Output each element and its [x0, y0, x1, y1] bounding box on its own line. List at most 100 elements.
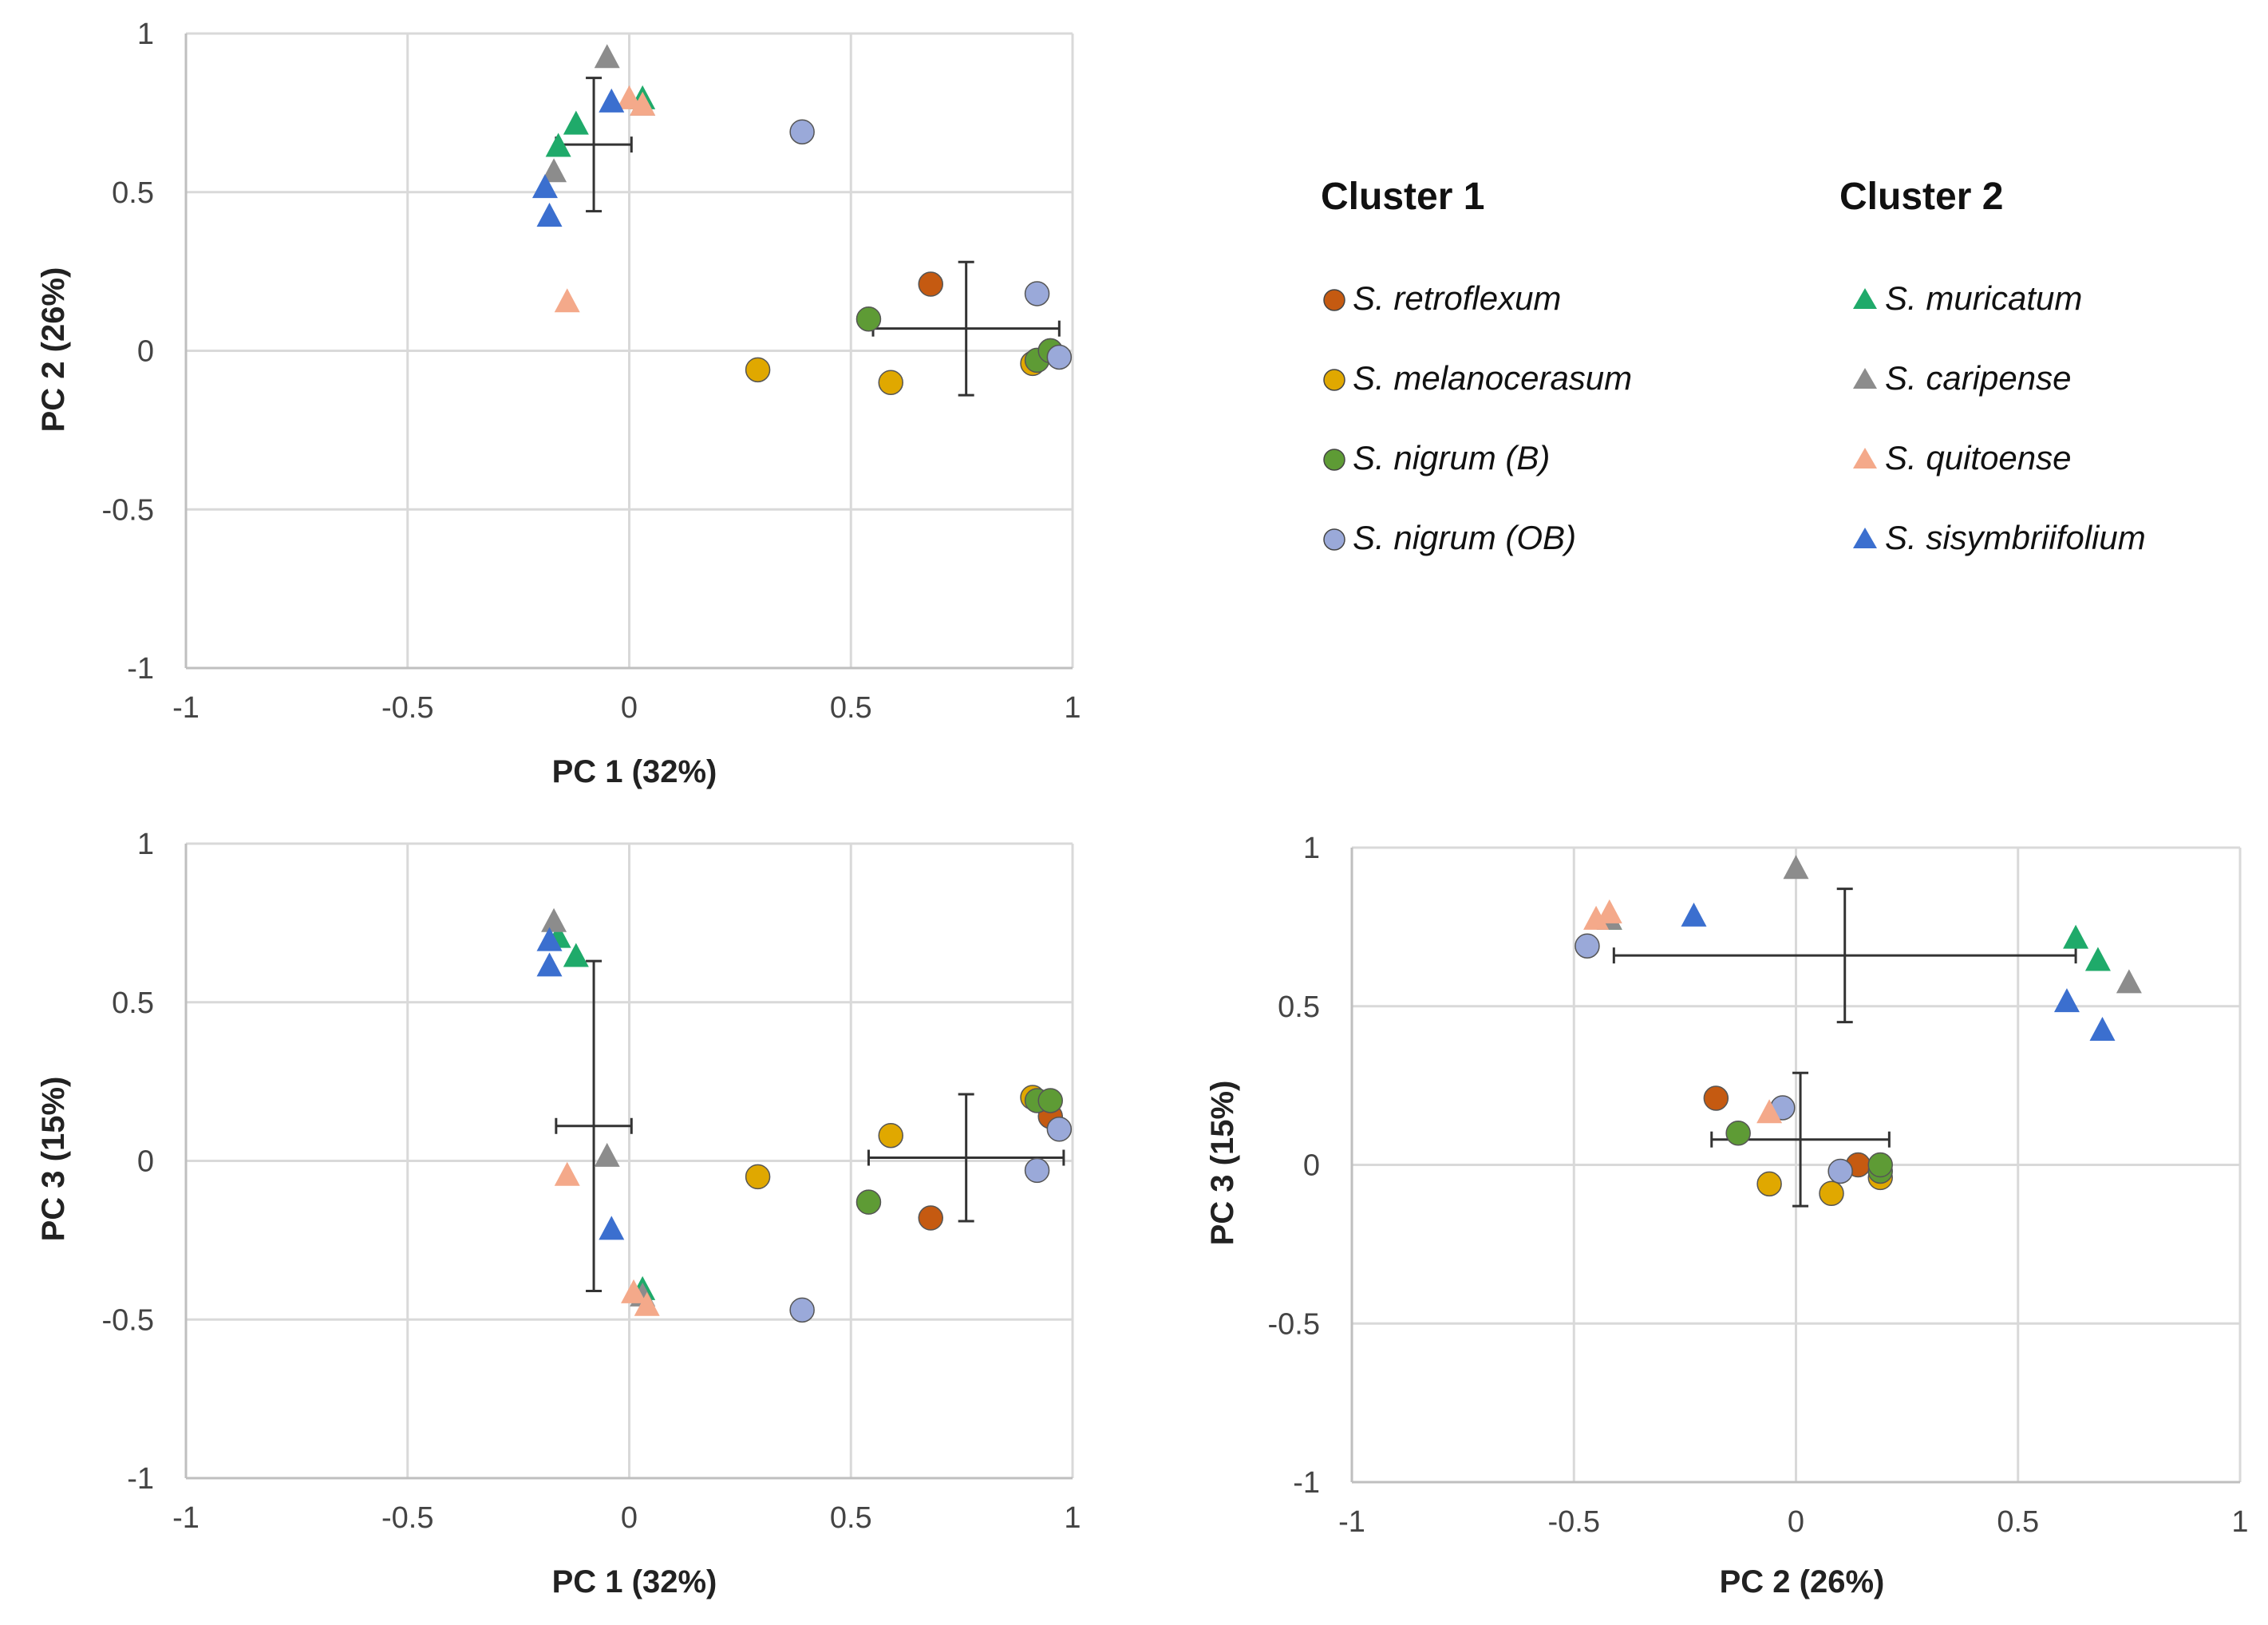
point-s-sisymbriifolium: [536, 927, 563, 951]
panel-pc1-pc2-ticks: -1 -0.5 0 0.5 1 1 0.5 0 -0.5 -1: [102, 18, 1081, 725]
legend-marker-s-melanocerasum: [1323, 369, 1345, 391]
panel-pc1-pc2-points: [531, 44, 1073, 395]
y-tick-label: 0: [137, 335, 154, 369]
legend-cluster1-item: S. nigrum (OB): [1323, 519, 1576, 556]
point-s-sisymbriifolium: [536, 952, 563, 977]
legend-cluster1-item: S. melanocerasum: [1323, 359, 1632, 397]
point-s-quitoense: [554, 1161, 580, 1186]
point-s-quitoense: [616, 85, 642, 109]
point-s-melanocerasum: [1756, 1171, 1782, 1197]
legend-label-s-sisymbriifolium: S. sisymbriifolium: [1885, 519, 2146, 556]
point-s-melanocerasum: [1819, 1180, 1844, 1207]
x-tick-label: 0: [621, 1501, 638, 1535]
point-s-sisymbriifolium: [2053, 988, 2080, 1013]
panel-pc1-pc3-grid: [184, 842, 1074, 1480]
point-s-muricatum: [563, 943, 589, 967]
point-s-caripense: [594, 1142, 620, 1167]
y-tick-label: 1: [137, 18, 154, 51]
x-tick-label: 0: [621, 691, 638, 725]
legend: Cluster 1 Cluster 2 S. retroflexum S. me…: [1321, 176, 2146, 556]
legend-marker-s-retroflexum: [1323, 289, 1345, 311]
x-tick-label: 0.5: [830, 1501, 872, 1535]
y-tick-label: -1: [127, 652, 154, 686]
point-s-caripense: [1783, 855, 1809, 880]
x-tick-label: 1: [2231, 1505, 2248, 1539]
point-s-caripense: [2116, 969, 2142, 994]
point-s-quitoense: [621, 1279, 647, 1303]
point-s-muricatum: [545, 132, 571, 157]
x-tick-label: -1: [172, 1501, 200, 1535]
panel-pc2-pc3-ylabel: PC 3 (15%): [1205, 1081, 1240, 1246]
legend-label-s-nigrum-b: S. nigrum (B): [1353, 439, 1550, 476]
point-s-quitoense: [630, 91, 656, 116]
point-s-nigrum-ob: [789, 1297, 815, 1323]
y-tick-label: -1: [1293, 1466, 1320, 1500]
x-tick-label: 0.5: [1997, 1505, 2039, 1539]
legend-marker-s-nigrum-b: [1323, 449, 1345, 471]
x-tick-label: 1: [1064, 691, 1081, 725]
panel-pc2-pc3: -1 -0.5 0 0.5 1 1 0.5 0 -0.5 -1 PC 2 (26%) PC 3 (…: [1205, 832, 2249, 1599]
panel-pc1-pc2: -1 -0.5 0 0.5 1 1 0.5 0 -0.5 -1 PC 1 (32%) PC 2 (…: [36, 18, 1081, 789]
x-tick-label: 0: [1788, 1505, 1804, 1539]
panel-pc1-pc3-xlabel: PC 1 (32%): [552, 1564, 717, 1599]
x-tick-label: -0.5: [1548, 1505, 1600, 1539]
legend-cluster1-item: S. nigrum (B): [1323, 439, 1550, 476]
panel-pc1-pc2-grid: [184, 32, 1074, 670]
point-s-melanocerasum: [745, 1164, 771, 1190]
point-s-sisymbriifolium: [2089, 1016, 2116, 1041]
x-tick-label: -1: [1338, 1505, 1365, 1539]
point-s-sisymbriifolium: [536, 202, 563, 227]
legend-marker-s-caripense: [1853, 368, 1877, 389]
panel-pc2-pc3-ticks: -1 -0.5 0 0.5 1 1 0.5 0 -0.5 -1: [1268, 832, 2249, 1539]
y-tick-label: 0: [137, 1145, 154, 1179]
panel-pc1-pc2-xlabel: PC 1 (32%): [552, 754, 717, 789]
panel-pc1-pc3-errorbars: [555, 959, 1065, 1292]
x-tick-label: -0.5: [381, 1501, 433, 1535]
panel-pc2-pc3-xlabel: PC 2 (26%): [1720, 1564, 1885, 1599]
point-s-quitoense: [1583, 905, 1610, 930]
point-s-quitoense: [554, 288, 580, 313]
panel-pc1-pc2-ylabel: PC 2 (26%): [36, 267, 71, 433]
y-tick-label: 0.5: [1278, 990, 1320, 1024]
point-s-nigrum-ob: [1024, 1157, 1050, 1184]
legend-marker-s-sisymbriifolium: [1853, 528, 1877, 548]
x-tick-label: 1: [1064, 1501, 1081, 1535]
panel-pc2-pc3-errorbars: [1612, 888, 2077, 1208]
legend-cluster2-item: S. caripense: [1853, 359, 2071, 397]
legend-label-s-caripense: S. caripense: [1885, 359, 2071, 397]
panel-pc1-pc3: -1 -0.5 0 0.5 1 1 0.5 0 -0.5 -1 PC 1 (32%) PC 3 (…: [36, 828, 1081, 1599]
point-s-quitoense: [634, 1291, 660, 1316]
y-tick-label: -1: [127, 1462, 154, 1496]
legend-label-s-muricatum: S. muricatum: [1885, 279, 2082, 317]
legend-label-s-melanocerasum: S. melanocerasum: [1353, 359, 1632, 397]
point-s-sisymbriifolium: [1681, 902, 1707, 927]
point-s-sisymbriifolium: [599, 88, 625, 113]
point-s-sisymbriifolium: [531, 174, 558, 199]
legend-cluster2-item: S. quitoense: [1853, 439, 2072, 476]
point-s-melanocerasum: [878, 1122, 903, 1149]
legend-cluster1-item: S. retroflexum: [1323, 279, 1561, 317]
point-s-muricatum: [2063, 924, 2089, 949]
point-s-sisymbriifolium: [599, 1216, 625, 1240]
point-s-caripense: [541, 907, 567, 932]
point-s-melanocerasum: [745, 357, 771, 383]
panel-pc2-pc3-grid: [1350, 846, 2242, 1484]
legend-cluster2-item: S. sisymbriifolium: [1853, 519, 2146, 556]
y-tick-label: -0.5: [1268, 1307, 1320, 1341]
point-s-nigrum-b: [855, 1189, 882, 1215]
point-s-nigrum-b: [1867, 1152, 1893, 1178]
y-tick-label: 0: [1303, 1149, 1320, 1183]
point-s-quitoense: [1756, 1099, 1783, 1124]
x-tick-label: -0.5: [381, 691, 433, 725]
panel-pc2-pc3-points: [1575, 855, 2142, 1207]
legend-marker-s-nigrum-ob: [1323, 528, 1345, 551]
legend-marker-s-muricatum: [1853, 288, 1877, 309]
panel-pc1-pc3-points: [536, 907, 1073, 1323]
point-s-nigrum-ob: [1575, 933, 1600, 959]
y-tick-label: -0.5: [102, 493, 154, 527]
legend-cluster2-item: S. muricatum: [1853, 279, 2082, 317]
legend-label-s-nigrum-ob: S. nigrum (OB): [1353, 519, 1576, 556]
x-tick-label: 0.5: [830, 691, 872, 725]
point-s-nigrum-b: [855, 306, 882, 332]
